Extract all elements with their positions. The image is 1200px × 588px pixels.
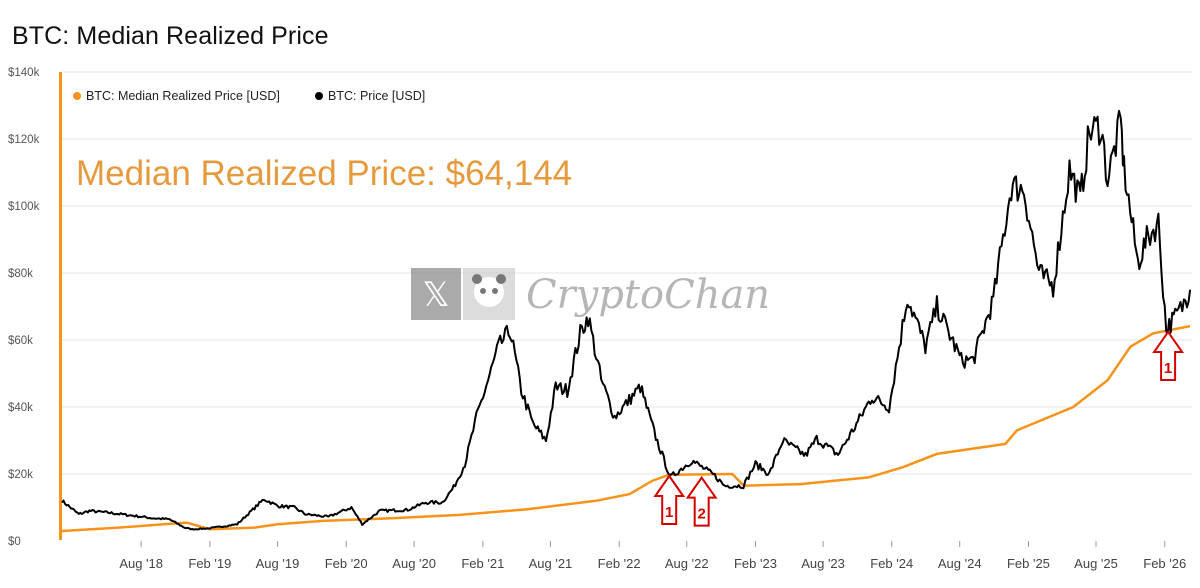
legend-label-median: BTC: Median Realized Price [USD]: [86, 89, 280, 103]
x-tick-label: Feb '20: [325, 556, 368, 571]
median-realized-price-line: [61, 324, 1191, 533]
x-tick-label: Feb '24: [870, 556, 913, 571]
arrow-annotation: 1: [653, 474, 686, 525]
y-tick-label: $20k: [8, 469, 33, 481]
x-logo-icon: [411, 268, 461, 320]
y-tick-label: $100k: [8, 201, 40, 213]
x-tick-label: Aug '25: [1074, 556, 1118, 571]
x-tick-label: Feb '26: [1143, 556, 1186, 571]
x-tick-label: Aug '19: [256, 556, 300, 571]
x-tick-label: Aug '23: [801, 556, 845, 571]
arrow-number: 2: [698, 506, 706, 523]
arrow-shape: [685, 475, 718, 527]
x-tick-label: Feb '25: [1007, 556, 1050, 571]
chart-title: BTC: Median Realized Price: [12, 22, 329, 50]
legend-marker-price: [315, 92, 323, 100]
panda-eye-left: [480, 288, 486, 294]
x-tick-label: Aug '24: [938, 556, 982, 571]
y-axis-accent-bar: [59, 72, 62, 540]
arrow-shape: [1152, 330, 1185, 381]
arrow-annotations: 1 2 1: [653, 330, 1185, 527]
x-tick-label: Feb '21: [461, 556, 504, 571]
y-tick-label: $60k: [8, 335, 33, 347]
y-axis: $0 $20k $40k $60k $80k $100k $120k $140k: [8, 67, 40, 548]
legend-label-price: BTC: Price [USD]: [328, 89, 425, 103]
watermark: 𝕏 CryptoChan: [411, 268, 770, 320]
x-axis: Aug '18 Feb '19 Aug '19 Feb '20 Aug '20 Feb '…: [119, 541, 1186, 571]
watermark-text: CryptoChan: [526, 272, 770, 318]
x-tick-label: Aug '22: [665, 556, 709, 571]
x-tick-label: Feb '23: [734, 556, 777, 571]
x-tick-label: Feb '22: [598, 556, 641, 571]
x-tick-label: Aug '18: [119, 556, 163, 571]
arrow-annotation: 2: [685, 475, 718, 527]
y-tick-label: $120k: [8, 134, 40, 146]
btc-price-line: [61, 109, 1192, 531]
y-tick-label: $80k: [8, 268, 33, 280]
x-tick-label: Aug '20: [392, 556, 436, 571]
median-price-annotation: Median Realized Price: $64,144: [76, 154, 572, 193]
chart-grid: [62, 71, 1192, 475]
arrow-annotation: 1: [1152, 330, 1185, 381]
x-logo-glyph: 𝕏: [422, 275, 449, 315]
legend-marker-median: [73, 92, 81, 100]
arrow-number: 1: [1164, 360, 1172, 377]
y-tick-label: $0: [8, 536, 21, 548]
panda-face: [474, 277, 504, 307]
x-tick-label: Feb '19: [188, 556, 231, 571]
panda-ear-right: [496, 274, 506, 284]
y-tick-label: $140k: [8, 67, 40, 79]
arrow-shape: [653, 474, 686, 525]
panda-eye-right: [492, 288, 498, 294]
panda-ear-left: [472, 274, 482, 284]
legend: BTC: Median Realized Price [USD] BTC: Pr…: [73, 89, 425, 103]
arrow-number: 1: [665, 504, 673, 521]
x-tick-label: Aug '21: [529, 556, 573, 571]
y-tick-label: $40k: [8, 402, 33, 414]
